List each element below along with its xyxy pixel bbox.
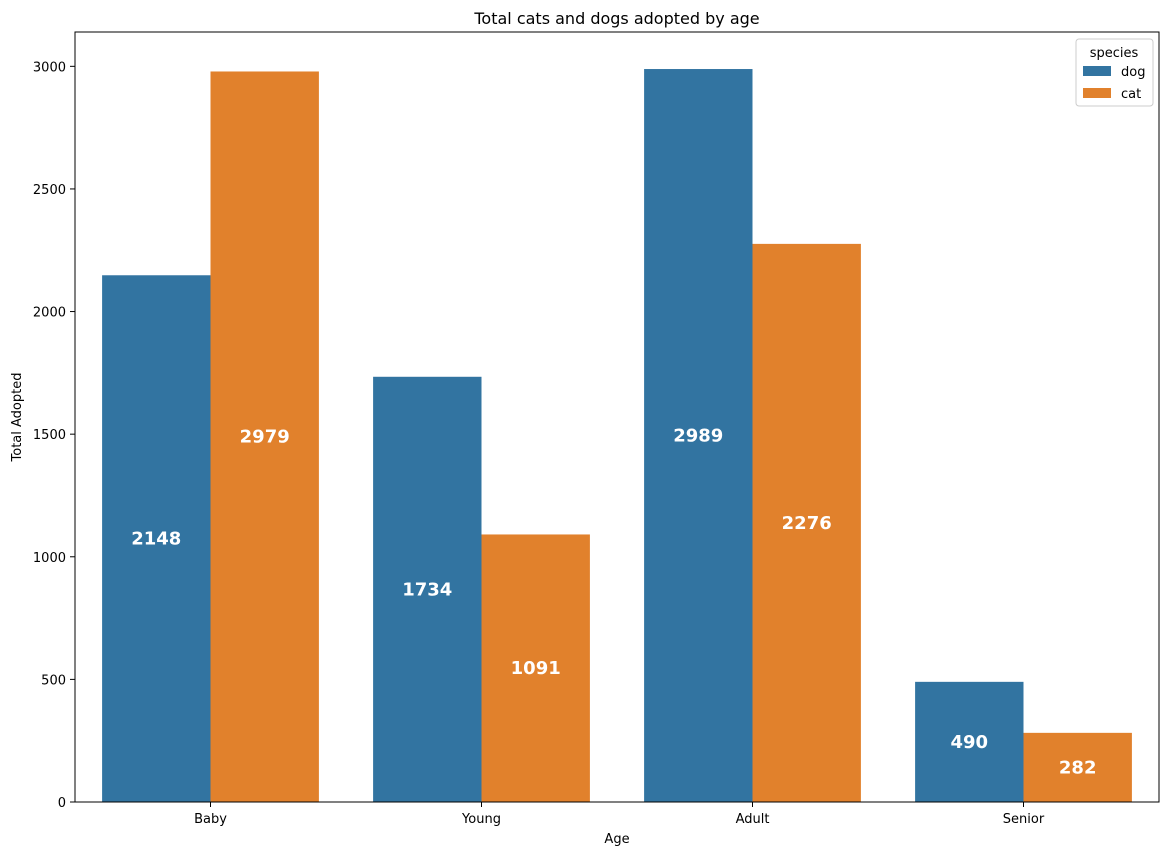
bar-label-dog-young: 1734 (402, 579, 452, 600)
x-axis-title: Age (604, 832, 629, 847)
bar-dog-adult (644, 69, 753, 802)
legend-label-cat: cat (1121, 87, 1141, 102)
bar-label-cat-adult: 2276 (782, 513, 832, 534)
legend-swatch-dog (1083, 66, 1111, 76)
y-axis: 0 500 1000 1500 2000 2500 3000 (33, 60, 75, 811)
plot-frame (74, 31, 1160, 803)
bar-cat-adult (752, 243, 861, 802)
bar-dog-senior (915, 681, 1024, 802)
bar-cat-baby (210, 71, 319, 802)
y-tick-label: 0 (58, 796, 66, 811)
bar-label-cat-young: 1091 (511, 658, 561, 679)
bar-dog-baby (102, 275, 211, 803)
legend-label-dog: dog (1121, 65, 1145, 80)
y-tick-label: 2000 (33, 306, 66, 321)
bar-dog-young (373, 376, 482, 802)
x-tick-label: Senior (1003, 812, 1045, 827)
y-tick-label: 500 (41, 673, 66, 688)
bar-cat-senior (1023, 732, 1132, 802)
y-tick-label: 1000 (33, 551, 66, 566)
y-tick-label: 3000 (33, 60, 66, 75)
bar-labels-layer: 2148 1734 2989 490 2979 1091 2276 282 (131, 426, 1096, 779)
bars-layer (102, 69, 1132, 803)
y-tick-label: 1500 (33, 428, 66, 443)
x-axis: Baby Young Adult Senior (194, 802, 1045, 827)
y-tick-label: 2500 (33, 183, 66, 198)
bar-label-cat-baby: 2979 (240, 427, 290, 448)
bar-label-dog-baby: 2148 (131, 529, 181, 550)
legend-swatch-cat (1083, 88, 1111, 98)
chart-title: Total cats and dogs adopted by age (473, 9, 759, 28)
x-tick-label: Adult (736, 812, 770, 827)
x-tick-label: Young (461, 812, 501, 827)
bar-label-cat-senior: 282 (1059, 757, 1097, 778)
bar-label-dog-senior: 490 (951, 732, 989, 753)
legend-title: species (1090, 46, 1139, 61)
legend: species dog cat (1075, 38, 1154, 107)
y-axis-title: Total Adopted (10, 373, 25, 463)
bar-cat-young (481, 534, 590, 802)
bar-label-dog-adult: 2989 (673, 426, 723, 447)
x-tick-label: Baby (194, 812, 227, 827)
